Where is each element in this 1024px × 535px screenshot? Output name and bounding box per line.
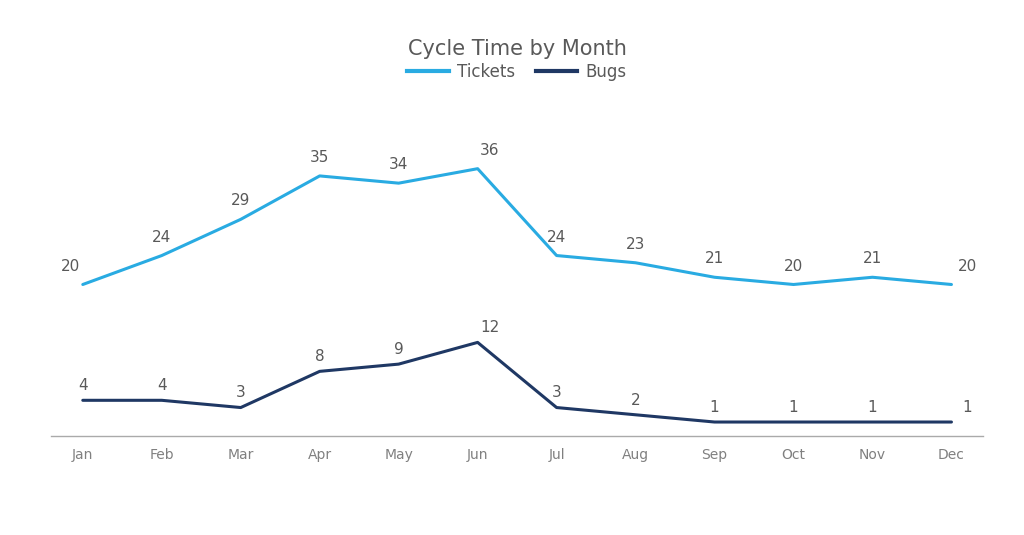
- Bugs: [551, 404, 563, 411]
- Bugs: [945, 419, 957, 425]
- Text: 3: 3: [236, 385, 246, 400]
- Text: 21: 21: [705, 251, 724, 266]
- Text: 35: 35: [310, 150, 330, 165]
- Text: 4: 4: [78, 378, 88, 393]
- Text: 36: 36: [479, 143, 500, 158]
- Bugs: [234, 404, 247, 411]
- Tickets: [551, 253, 563, 259]
- Text: 24: 24: [547, 230, 566, 244]
- Tickets: [471, 165, 483, 172]
- Text: 4: 4: [157, 378, 167, 393]
- Tickets: [313, 173, 326, 179]
- Tickets: [866, 274, 879, 280]
- Tickets: [77, 281, 89, 288]
- Text: 20: 20: [957, 258, 977, 273]
- Bugs: [313, 368, 326, 374]
- Tickets: [630, 259, 642, 266]
- Text: 8: 8: [315, 349, 325, 364]
- Text: 2: 2: [631, 393, 640, 408]
- Text: 20: 20: [784, 258, 803, 273]
- Legend: Tickets, Bugs: Tickets, Bugs: [400, 57, 634, 88]
- Bugs: [156, 397, 168, 403]
- Text: 20: 20: [61, 258, 81, 273]
- Text: 9: 9: [394, 342, 403, 357]
- Tickets: [156, 253, 168, 259]
- Line: Bugs: Bugs: [83, 342, 951, 422]
- Tickets: [787, 281, 800, 288]
- Text: 3: 3: [552, 385, 561, 400]
- Text: 1: 1: [788, 400, 799, 415]
- Text: 34: 34: [389, 157, 409, 172]
- Bugs: [471, 339, 483, 346]
- Text: 12: 12: [480, 320, 499, 335]
- Bugs: [787, 419, 800, 425]
- Text: 1: 1: [710, 400, 719, 415]
- Text: 21: 21: [863, 251, 882, 266]
- Bugs: [77, 397, 89, 403]
- Tickets: [392, 180, 404, 186]
- Tickets: [234, 216, 247, 223]
- Title: Cycle Time by Month: Cycle Time by Month: [408, 39, 627, 59]
- Tickets: [709, 274, 721, 280]
- Text: 1: 1: [963, 400, 972, 415]
- Text: 29: 29: [231, 194, 251, 209]
- Bugs: [630, 411, 642, 418]
- Tickets: [945, 281, 957, 288]
- Text: 24: 24: [153, 230, 171, 244]
- Text: 1: 1: [867, 400, 878, 415]
- Text: 23: 23: [626, 237, 645, 252]
- Line: Tickets: Tickets: [83, 169, 951, 285]
- Bugs: [709, 419, 721, 425]
- Bugs: [866, 419, 879, 425]
- Bugs: [392, 361, 404, 368]
